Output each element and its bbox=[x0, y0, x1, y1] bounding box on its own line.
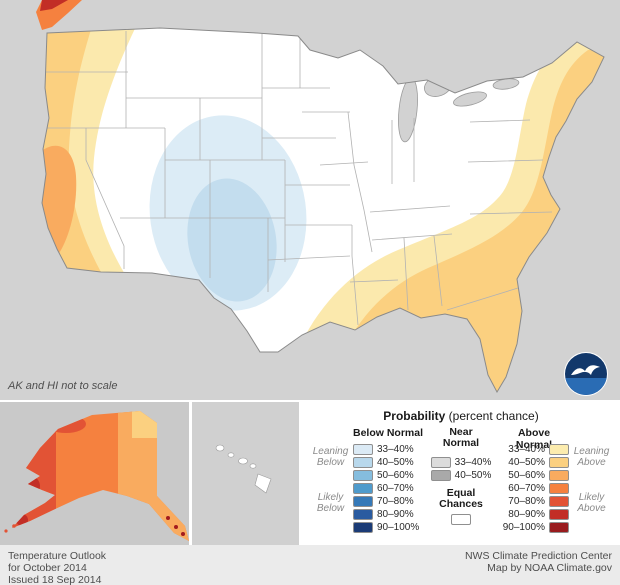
legend-title-suffix: (percent chance) bbox=[445, 409, 539, 423]
legend-swatch bbox=[353, 522, 373, 533]
legend-row: 33–40% bbox=[353, 443, 423, 456]
us-outline bbox=[41, 27, 605, 394]
footer-line: Map by NOAA Climate.gov bbox=[487, 562, 612, 574]
noaa-logo-svg bbox=[564, 352, 608, 396]
hawaii-inset bbox=[192, 402, 299, 545]
conus-map: AK and HI not to scale bbox=[8, 0, 609, 397]
legend-body: Leaning Below Likely Below Below Normal … bbox=[302, 427, 620, 534]
legend-row: 80–90% bbox=[353, 508, 423, 521]
legend-label: 60–70% bbox=[508, 483, 545, 494]
legend-swatch bbox=[353, 470, 373, 481]
legend-row: 50–60% bbox=[353, 469, 423, 482]
legend-swatch bbox=[549, 496, 569, 507]
legend-row: 33–40% bbox=[430, 456, 492, 469]
legend-label: 40–50% bbox=[377, 457, 414, 468]
hawaii-map-svg bbox=[215, 444, 272, 494]
legend-swatch bbox=[549, 522, 569, 533]
legend-swatch bbox=[430, 470, 451, 481]
above-normal-header: Above Normal bbox=[515, 427, 553, 451]
map-scale-note: AK and HI not to scale bbox=[8, 380, 118, 392]
legend-swatch bbox=[353, 483, 373, 494]
footer-line: for October 2014 bbox=[8, 562, 87, 574]
legend-swatch bbox=[549, 457, 569, 468]
legend-title-main: Probability bbox=[383, 409, 446, 423]
bottom-row: Probability (percent chance) Leaning Bel… bbox=[0, 400, 620, 545]
legend-label: 33–40% bbox=[377, 444, 414, 455]
legend-label: 90–100% bbox=[377, 522, 420, 533]
legend-label: 33–40% bbox=[454, 457, 492, 468]
legend-swatch bbox=[549, 483, 569, 494]
equal-chances-block: Equal Chances bbox=[439, 488, 483, 530]
legend-label: 70–80% bbox=[508, 496, 545, 507]
legend-label: 80–90% bbox=[377, 509, 414, 520]
legend-row: 40–50% bbox=[501, 456, 569, 469]
legend-label: 33–40% bbox=[508, 444, 545, 455]
legend-label: 90–100% bbox=[502, 522, 545, 533]
below-normal-header: Below Normal bbox=[353, 427, 424, 439]
legend-near-column: Near Normal 33–40% 40–50% Equal Chances bbox=[429, 427, 493, 534]
alaska-inset bbox=[0, 402, 189, 545]
hawaii-islands bbox=[215, 444, 272, 494]
footer-line: Temperature Outlook bbox=[8, 550, 107, 562]
legend-swatch bbox=[353, 444, 373, 455]
conus-map-svg bbox=[36, 0, 605, 394]
legend-row: 40–50% bbox=[430, 469, 492, 482]
equal-chances-swatch bbox=[451, 514, 471, 525]
legend-label: 40–50% bbox=[508, 457, 545, 468]
footer-line: NWS Climate Prediction Center bbox=[464, 550, 612, 562]
leaning-below-label: Leaning Below bbox=[312, 446, 349, 468]
aleutian-island bbox=[12, 524, 16, 528]
alaska-fill-layers bbox=[12, 411, 189, 541]
legend-title: Probability (percent chance) bbox=[302, 409, 620, 423]
footer: Temperature Outlook for October 2014 Iss… bbox=[0, 545, 620, 585]
near-normal-header: Near Normal bbox=[442, 426, 480, 449]
noaa-logo bbox=[563, 351, 609, 397]
leaning-above-label: Leaning Above bbox=[573, 446, 610, 468]
likely-above-label: Likely Above bbox=[577, 492, 606, 514]
legend-label: 50–60% bbox=[508, 470, 545, 481]
legend-swatch bbox=[549, 470, 569, 481]
legend-label: 70–80% bbox=[377, 496, 414, 507]
legend-swatch bbox=[549, 509, 569, 520]
legend-swatch bbox=[353, 496, 373, 507]
legend-side-right: Leaning Above Likely Above bbox=[569, 427, 614, 534]
legend-label: 60–70% bbox=[377, 483, 414, 494]
legend-swatch bbox=[353, 509, 373, 520]
legend-side-left: Leaning Below Likely Below bbox=[308, 427, 353, 534]
footer-credit-block: NWS Climate Prediction Center Map by NOA… bbox=[465, 550, 612, 585]
likely-below-label: Likely Below bbox=[316, 492, 345, 514]
legend-swatch bbox=[353, 457, 373, 468]
legend-row: 60–70% bbox=[501, 482, 569, 495]
alaska-map-svg bbox=[4, 411, 189, 541]
legend-above-column: Above Normal 33–40% 40–50% 50–60% 60–70%… bbox=[499, 427, 569, 534]
legend-label: 50–60% bbox=[377, 470, 414, 481]
legend-row: 40–50% bbox=[353, 456, 423, 469]
legend-panel: Probability (percent chance) Leaning Bel… bbox=[302, 402, 620, 545]
state-borders bbox=[42, 31, 553, 326]
alaska-panhandle-edge-dark bbox=[40, 0, 68, 11]
legend-label: 40–50% bbox=[454, 470, 492, 481]
footer-line: Issued 18 Sep 2014 bbox=[8, 574, 102, 585]
legend-row: 90–100% bbox=[353, 521, 423, 534]
legend-row: 80–90% bbox=[501, 508, 569, 521]
legend-label: 80–90% bbox=[508, 509, 545, 520]
legend-swatch bbox=[430, 457, 451, 468]
aleutian-island bbox=[4, 529, 8, 533]
legend-row: 90–100% bbox=[501, 521, 569, 534]
legend-swatch bbox=[549, 444, 569, 455]
noaa-gull-icon bbox=[571, 365, 600, 375]
legend-row: 70–80% bbox=[353, 495, 423, 508]
legend-below-column: Below Normal 33–40% 40–50% 50–60% 60–70%… bbox=[353, 427, 423, 534]
footer-title-block: Temperature Outlook for October 2014 Iss… bbox=[8, 550, 106, 585]
legend-row: 50–60% bbox=[501, 469, 569, 482]
legend-row: 70–80% bbox=[501, 495, 569, 508]
noaa-logo-sea bbox=[565, 378, 607, 395]
legend-row: 33–40% bbox=[501, 443, 569, 456]
legend-row: 60–70% bbox=[353, 482, 423, 495]
